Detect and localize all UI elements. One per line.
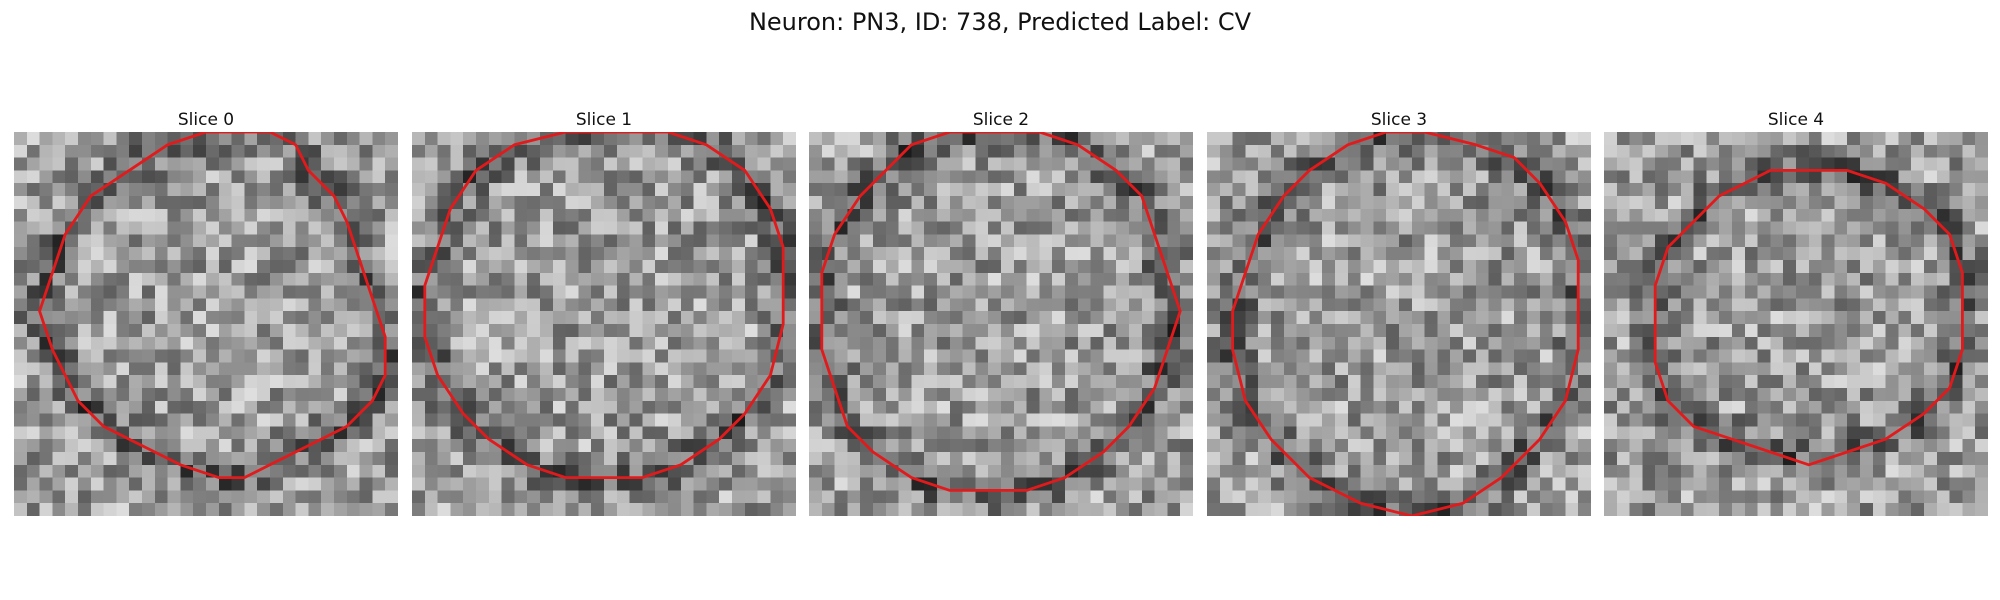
slice-image [14,132,398,516]
slice-image [1604,132,1988,516]
segmentation-contour [38,132,387,480]
segmentation-contour [1653,168,1964,467]
slice-panel-3: Slice 3 [1207,108,1591,516]
pixel-texture [412,132,796,516]
slice-title: Slice 2 [972,110,1030,130]
figure-title: Neuron: PN3, ID: 738, Predicted Label: C… [748,8,1252,36]
slice-panel-2: Slice 2 [809,108,1193,516]
slice-panel-1: Slice 1 [412,108,796,516]
segmentation-contour [423,132,785,480]
slice-title: Slice 0 [177,110,235,130]
pixel-texture [14,132,398,516]
segmentation-contour [1231,132,1580,516]
slice-title: Slice 4 [1767,110,1825,130]
slice-image [412,132,796,516]
slice-panel-4: Slice 4 [1604,108,1988,516]
slice-title: Slice 1 [575,110,633,130]
slice-panel-0: Slice 0 [14,108,398,516]
pixel-texture [1207,132,1591,516]
slice-image [809,132,1193,516]
pixel-texture [1604,132,1988,516]
segmentation-contour [820,132,1182,492]
slice-image [1207,132,1591,516]
slice-title: Slice 3 [1370,110,1428,130]
